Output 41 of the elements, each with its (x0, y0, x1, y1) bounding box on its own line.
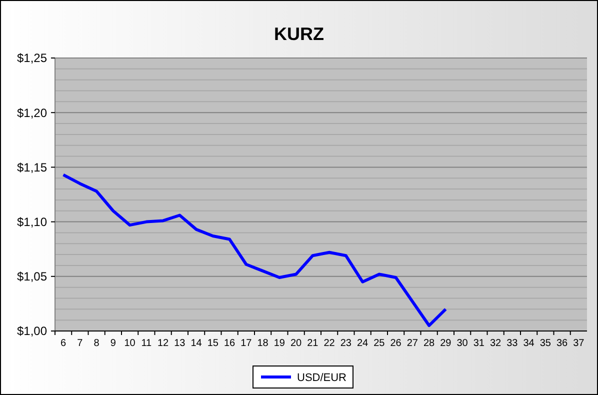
x-tick-label: 36 (556, 338, 568, 349)
x-tick-label: 22 (324, 338, 336, 349)
y-tick-label: $1,20 (16, 106, 48, 120)
x-tick-label: 10 (124, 338, 136, 349)
legend-label: USD/EUR (297, 372, 347, 384)
x-tick-label: 34 (523, 338, 535, 349)
chart-title: KURZ (274, 24, 324, 44)
x-tick-label: 37 (573, 338, 585, 349)
y-tick-label: $1,15 (16, 160, 48, 174)
y-tick-label: $1,00 (16, 324, 48, 338)
x-tick-label: 18 (257, 338, 269, 349)
x-tick-label: 11 (141, 338, 152, 349)
y-tick-label: $1,10 (16, 215, 48, 229)
x-tick-label: 33 (506, 338, 518, 349)
x-tick-label: 24 (357, 338, 369, 349)
x-tick-label: 32 (490, 338, 502, 349)
x-tick-label: 29 (440, 338, 452, 349)
x-tick-label: 20 (290, 338, 302, 349)
x-tick-label: 30 (456, 338, 468, 349)
x-tick-label: 28 (424, 338, 436, 349)
x-tick-label: 6 (60, 338, 67, 349)
y-tick-label: $1,25 (16, 51, 48, 66)
x-tick-label: 23 (340, 338, 352, 349)
x-tick-label: 13 (174, 338, 186, 349)
y-tick-label: $1,05 (16, 270, 48, 284)
line-series (62, 173, 448, 328)
x-tick-label: 19 (274, 338, 286, 349)
x-tick-label: 35 (540, 338, 552, 349)
x-tick-label: 25 (374, 338, 386, 349)
x-tick-label: 17 (240, 338, 252, 349)
x-tick-label: 8 (94, 338, 100, 349)
x-tick-label: 9 (110, 338, 116, 349)
x-tick-label: 14 (190, 338, 202, 349)
x-tick-label: 31 (473, 338, 485, 349)
x-tick-label: 7 (77, 338, 84, 349)
x-tick-label: 27 (406, 338, 418, 349)
x-tick-label: 16 (224, 338, 236, 349)
x-tick-label: 21 (307, 338, 319, 349)
x-tick-label: 26 (390, 338, 402, 349)
x-tick-label: 12 (158, 338, 170, 349)
x-tick-label: 15 (207, 338, 219, 349)
